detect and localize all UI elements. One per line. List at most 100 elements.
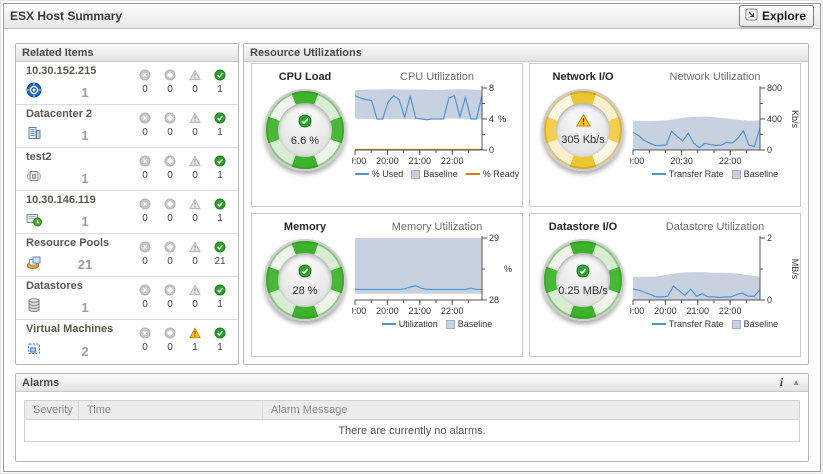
related-item-count: 1 [81,85,89,100]
svg-text:29: 29 [489,234,499,243]
critical-count: 0 [167,299,173,310]
critical-status-icon [164,112,176,124]
svg-text:22:00: 22:00 [719,156,742,166]
svg-text:8: 8 [489,84,494,93]
svg-text:21:00: 21:00 [687,306,710,316]
critical-count: 0 [167,84,173,95]
svg-text:19:00: 19:00 [630,156,644,166]
related-item-count: 21 [77,257,93,272]
warning-status-icon [189,69,201,81]
host-system-icon [26,211,42,232]
explore-button[interactable]: Explore [738,5,814,27]
memory-quadrant: Memory 28 % Memory Utilization 28 29% 19:0… [251,213,523,357]
warning-count: 0 [192,299,198,310]
svg-text:%: % [498,114,506,124]
svg-text:0: 0 [489,145,494,155]
warning-status-icon [189,327,201,339]
svg-text:0: 0 [767,295,772,305]
normal-count: 1 [217,84,223,95]
svg-text:4: 4 [489,114,494,124]
alarms-table: Severity Time Alarm Message There are cu… [24,400,800,442]
fatal-count: 0 [142,256,148,267]
svg-text:20:00: 20:00 [376,156,399,166]
critical-status-icon [164,198,176,210]
normal-status-icon [214,327,226,339]
svg-text:2: 2 [767,234,772,243]
warning-status-icon [189,198,201,210]
related-item-count: 1 [81,128,89,143]
related-item-esx-host[interactable]: 10.30.152.215 1 0 0 0 1 [16,62,238,105]
datastore-icon [26,297,42,318]
datastore-utilization-chart[interactable]: 0 2 MB/s 19:00 20:00 21:00 22:00 [622,233,800,318]
critical-status-icon [164,327,176,339]
network-utilization-chart[interactable]: 0 400 800 Kb/s 19:00 20:30 22:00 [622,83,800,168]
svg-text:19:00: 19:00 [352,306,366,316]
warning-count: 0 [192,256,198,267]
related-item-name: Resource Pools [26,237,110,249]
cpu-load-gauge[interactable]: 6.6 % [264,89,346,171]
fatal-count: 0 [142,213,148,224]
warning-count: 1 [192,342,198,353]
critical-status-icon [164,241,176,253]
normal-status-icon [214,69,226,81]
svg-text:22:00: 22:00 [441,306,464,316]
memory-utilization-chart[interactable]: 28 29% 19:00 20:00 21:00 22:00 [344,233,522,318]
svg-text:28: 28 [489,295,499,305]
svg-text:19:00: 19:00 [630,306,644,316]
page-title: ESX Host Summary [10,9,123,23]
critical-count: 0 [167,256,173,267]
related-item-datastores[interactable]: Datastores 1 0 0 0 1 [16,277,238,320]
related-item-cluster[interactable]: test2 1 0 0 0 1 [16,148,238,191]
network-io-gauge[interactable]: 305 Kb/s [542,89,624,171]
warning-status-icon [189,155,201,167]
fatal-status-icon [139,198,151,210]
normal-count: 1 [217,299,223,310]
related-item-virtual-machines[interactable]: Virtual Machines 2 0 0 1 1 [16,320,238,363]
related-item-name: test2 [26,151,52,163]
svg-text:22:00: 22:00 [719,306,742,316]
related-items-header: Related Items [16,44,238,62]
related-item-resource-pools[interactable]: Resource Pools 21 0 0 0 21 [16,234,238,277]
datastore-quadrant: Datastore I/O 0.25 MB/s Datastore Utiliz… [529,213,801,357]
datastore-io-gauge[interactable]: 0.25 MB/s [542,239,624,321]
normal-count: 1 [217,170,223,181]
svg-text:20:30: 20:30 [670,156,693,166]
cpu-utilization-chart[interactable]: 0 4 8% 19:00 20:00 21:00 22:00 [344,83,522,168]
column-header-time[interactable]: Time [79,401,263,419]
normal-status-icon [214,241,226,253]
cpu-chart-legend: % Used Baseline% Ready [354,169,519,179]
fatal-count: 0 [142,84,148,95]
fatal-status-icon [139,241,151,253]
column-header-severity[interactable]: Severity [25,401,79,419]
datastore-io-title: Datastore I/O [548,221,618,233]
memory-gauge[interactable]: 28 % [264,239,346,321]
info-icon[interactable]: i [779,375,784,389]
critical-count: 0 [167,213,173,224]
normal-count: 21 [214,256,226,267]
svg-text:0: 0 [767,145,772,155]
warning-status-icon [189,241,201,253]
memory-value: 28 % [292,284,318,297]
network-chart-legend: Transfer Rate Baseline [651,169,778,179]
cluster-icon [26,168,42,189]
explore-button-label: Explore [761,9,806,23]
related-item-name: Virtual Machines [26,323,114,335]
alarms-panel: Alarms i ▲ Severity Time Alarm Message T… [15,373,809,462]
normal-count: 1 [217,342,223,353]
esx-host-summary-dashboard: ESX Host Summary Explore Related Items 1… [3,3,821,472]
fatal-count: 0 [142,170,148,181]
explore-icon [745,8,758,24]
warning-status-icon [189,284,201,296]
related-item-datacenter[interactable]: Datacenter 2 1 0 0 0 1 [16,105,238,148]
column-header-alarm-message[interactable]: Alarm Message [271,404,348,416]
related-item-host-system[interactable]: 10.30.146.119 1 0 0 0 1 [16,191,238,234]
memory-utilization-chart-title: Memory Utilization [391,221,483,233]
normal-status-icon [576,264,590,283]
collapse-icon[interactable]: ▲ [792,378,800,387]
no-alarms-message: There are currently no alarms. [25,420,799,441]
fatal-status-icon [139,112,151,124]
critical-status-icon [164,284,176,296]
svg-text:20:00: 20:00 [376,306,399,316]
resource-utilizations-panel: Resource Utilizations CPU Load 6.6 % CPU… [243,43,809,365]
normal-status-icon [298,264,312,283]
